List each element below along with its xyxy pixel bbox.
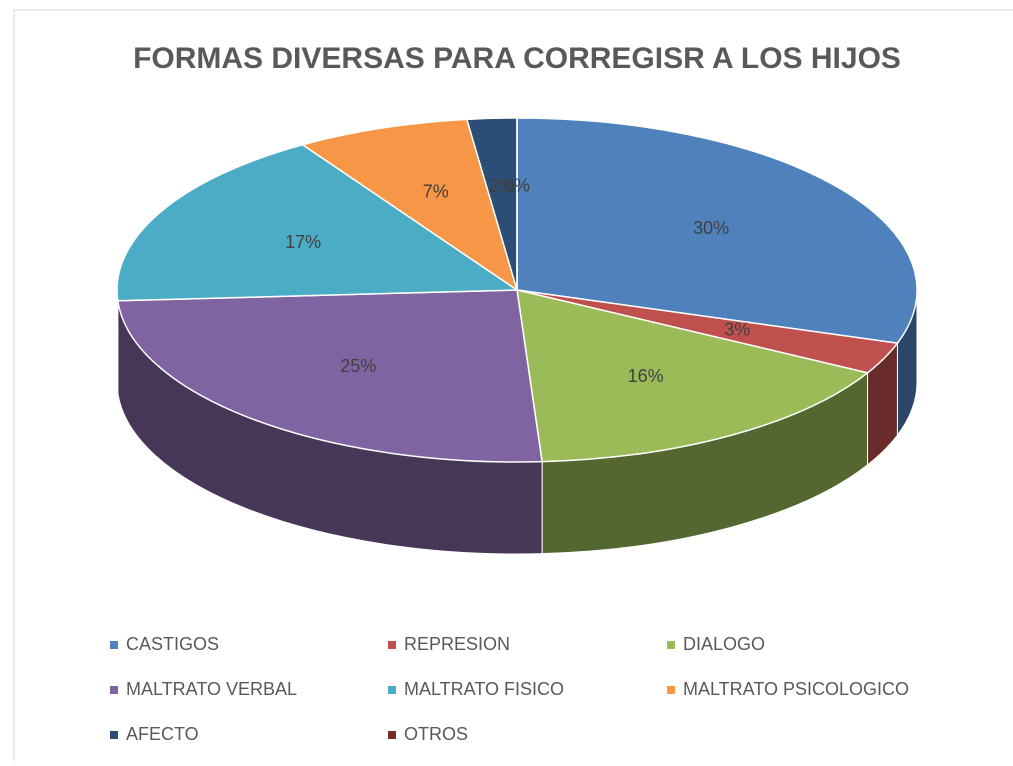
legend-label: AFECTO (126, 724, 199, 744)
slice-side (116, 289, 119, 393)
legend-label: MALTRATO FISICO (404, 679, 564, 699)
slice (300, 118, 519, 292)
slice (516, 117, 918, 344)
data-label: 17% (285, 232, 321, 252)
data-label: 25% (340, 356, 376, 376)
slice (116, 289, 543, 463)
legend-label: OTROS (404, 724, 468, 744)
legend-label: REPRESION (404, 634, 510, 654)
legend-marker (388, 731, 396, 739)
slice (516, 289, 870, 463)
chart-title: FORMAS DIVERSAS PARA CORREGISR A LOS HIJ… (133, 42, 901, 75)
data-label: 0% (504, 176, 530, 196)
data-label: 3% (724, 320, 750, 340)
legend-label: MALTRATO VERBAL (126, 679, 297, 699)
legend-marker (667, 686, 675, 694)
legend-label: MALTRATO PSICOLOGICO (683, 679, 909, 699)
data-label: 16% (628, 366, 664, 386)
legend-marker (667, 641, 675, 649)
legend-marker (110, 641, 118, 649)
legend-marker (388, 686, 396, 694)
data-label: 30% (693, 218, 729, 238)
legend-marker (110, 686, 118, 694)
data-label: 7% (423, 182, 449, 202)
legend-label: CASTIGOS (126, 634, 219, 654)
slice (116, 143, 520, 302)
legend-marker (110, 731, 118, 739)
legend-label: DIALOGO (683, 634, 765, 654)
data-label: 2% (489, 176, 515, 196)
legend-marker (388, 641, 396, 649)
